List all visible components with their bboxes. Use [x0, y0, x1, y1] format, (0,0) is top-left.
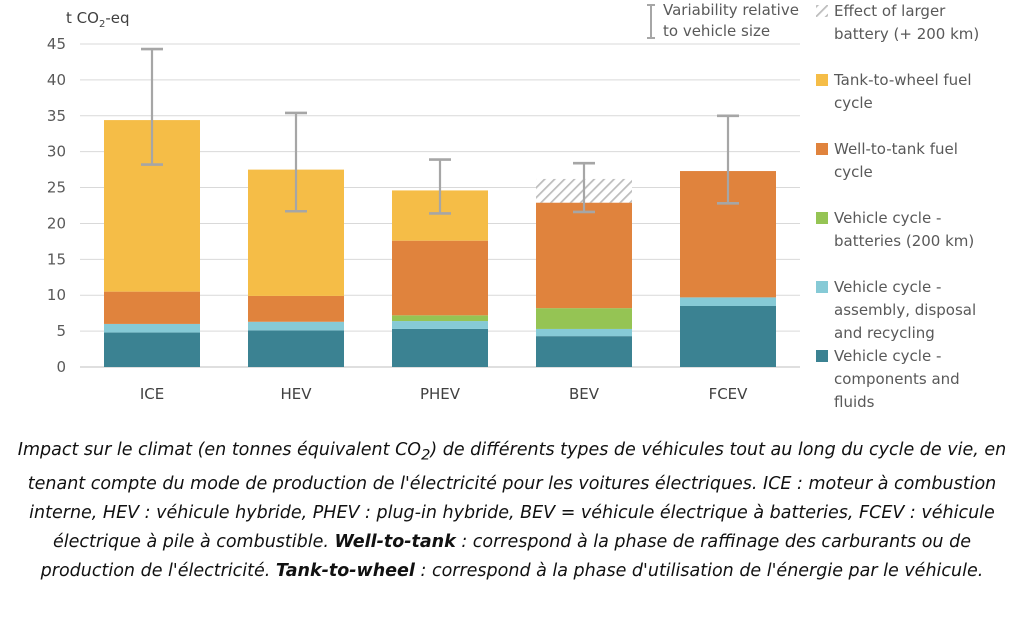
- y-tick-label: 30: [47, 143, 66, 161]
- legend-label: Well-to-tank fuel: [834, 140, 958, 158]
- legend-label: cycle: [834, 94, 873, 112]
- legend: Effect of larger battery (+ 200 km) Tank-t…: [816, 2, 979, 411]
- legend-label: components and: [834, 370, 960, 388]
- y-tick-label: 25: [47, 179, 66, 197]
- category-label: HEV: [280, 385, 312, 403]
- y-tick-label: 0: [56, 358, 66, 376]
- legend-label: Vehicle cycle -: [834, 209, 941, 227]
- bar-segment-assembly: [680, 297, 776, 306]
- y-tick-label: 40: [47, 71, 66, 89]
- y-tick-label: 35: [47, 107, 66, 125]
- bar-segment-assembly: [104, 323, 200, 333]
- caption-bold-1: Well-to-tank: [334, 531, 456, 552]
- error-bars: [141, 47, 739, 215]
- legend-swatch: [816, 74, 828, 86]
- legend-label: Effect of larger: [834, 2, 946, 20]
- bars: [104, 120, 776, 367]
- legend-label: assembly, disposal: [834, 301, 976, 319]
- y-axis-label: t CO2-eq: [66, 9, 129, 30]
- bar-segment-wtt: [104, 291, 200, 324]
- category-label: BEV: [569, 385, 600, 403]
- legend-label: cycle: [834, 163, 873, 181]
- caption-part-1: Impact sur le climat (en tonnes équivale…: [17, 440, 422, 460]
- figure-caption: Impact sur le climat (en tonnes équivale…: [10, 436, 1014, 586]
- y-tick-label: 45: [47, 35, 66, 53]
- legend-label: fluids: [834, 393, 875, 411]
- bar-segment-batteries: [536, 308, 632, 329]
- variability-legend-label-2: to vehicle size: [663, 22, 770, 40]
- bar-segment-wtt: [392, 240, 488, 316]
- category-label: ICE: [140, 385, 164, 403]
- bar-segment-wtt: [536, 202, 632, 309]
- caption-part-2: ) de différents types de véhicules tout …: [27, 440, 1007, 552]
- legend-label: and recycling: [834, 324, 935, 342]
- y-tick-label: 15: [47, 250, 66, 268]
- y-tick-label: 10: [47, 286, 66, 304]
- category-label: PHEV: [420, 385, 461, 403]
- caption-part-4: : correspond à la phase d'utilisation de…: [414, 560, 984, 581]
- legend-label: Tank-to-wheel fuel: [833, 71, 972, 89]
- legend-swatch: [816, 143, 828, 155]
- variability-legend: Variability relative to vehicle size: [647, 1, 799, 40]
- y-tick-labels: 0 5 10 15 20 25 30 35 40 45: [47, 35, 66, 376]
- bar-segment-components: [248, 330, 344, 367]
- category-labels: ICE HEV PHEV BEV FCEV: [140, 385, 748, 403]
- caption-sub: 2: [421, 446, 431, 464]
- legend-swatch: [816, 212, 828, 224]
- caption-bold-2: Tank-to-wheel: [275, 560, 415, 581]
- bar-segment-components: [104, 332, 200, 367]
- bar-segment-assembly: [392, 321, 488, 329]
- legend-label: Vehicle cycle -: [834, 278, 941, 296]
- legend-swatch: [816, 5, 828, 17]
- variability-legend-label-1: Variability relative: [663, 1, 799, 19]
- legend-label: battery (+ 200 km): [834, 25, 979, 43]
- bar-segment-assembly: [536, 328, 632, 337]
- bar-segment-wtt: [248, 295, 344, 322]
- legend-label: Vehicle cycle -: [834, 347, 941, 365]
- legend-swatch: [816, 281, 828, 293]
- bar-segment-components: [536, 336, 632, 367]
- category-label: FCEV: [709, 385, 749, 403]
- bar-segment-assembly: [248, 321, 344, 331]
- y-tick-label: 5: [56, 322, 66, 340]
- bar-segment-batteries: [392, 315, 488, 322]
- stacked-bar-chart: t CO2-eq 0 5 10 15 20 25 30 35 40 45 ICE HEV PHEV BE…: [47, 1, 979, 411]
- y-tick-label: 20: [47, 214, 66, 232]
- legend-label: batteries (200 km): [834, 232, 974, 250]
- caption-part-3: : correspond à la phase de raffinage des…: [40, 531, 971, 581]
- bar-segment-components: [680, 305, 776, 367]
- legend-swatch: [816, 350, 828, 362]
- bar-segment-components: [392, 328, 488, 367]
